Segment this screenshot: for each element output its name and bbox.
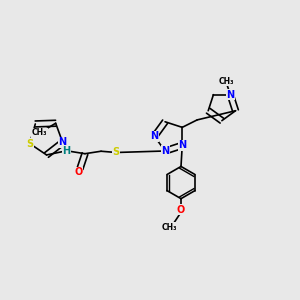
Text: S: S bbox=[26, 139, 33, 148]
Text: N: N bbox=[226, 90, 234, 100]
Text: CH₃: CH₃ bbox=[219, 76, 234, 85]
Text: CH₃: CH₃ bbox=[162, 223, 178, 232]
Text: H: H bbox=[62, 146, 70, 156]
Text: N: N bbox=[178, 140, 186, 150]
Text: N: N bbox=[150, 131, 158, 141]
Text: N: N bbox=[58, 137, 67, 147]
Text: O: O bbox=[75, 167, 83, 177]
Text: N: N bbox=[161, 146, 169, 156]
Text: S: S bbox=[112, 148, 119, 158]
Text: O: O bbox=[177, 205, 185, 215]
Text: CH₃: CH₃ bbox=[32, 128, 47, 137]
